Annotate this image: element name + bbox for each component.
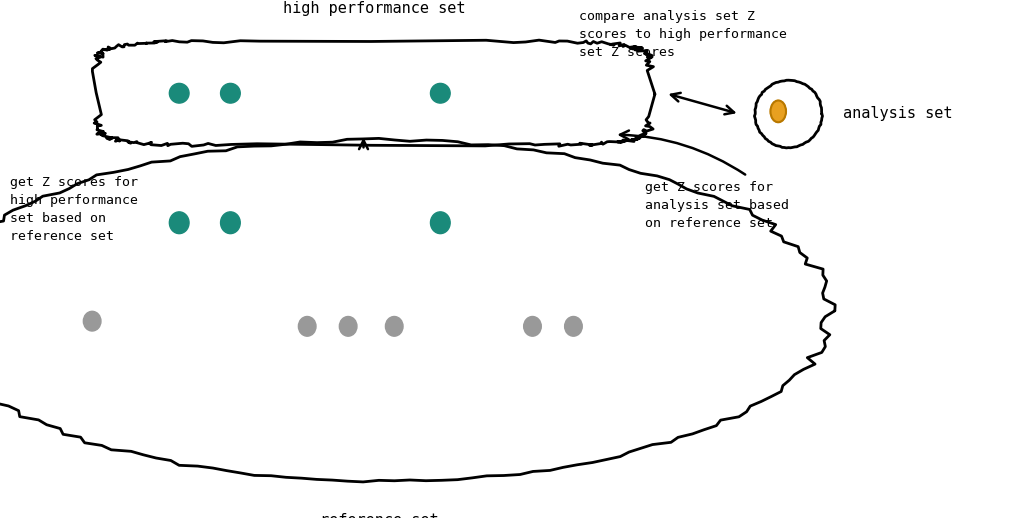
Ellipse shape bbox=[298, 316, 316, 336]
Text: get Z scores for
analysis set based
on reference set: get Z scores for analysis set based on r… bbox=[645, 181, 790, 231]
Ellipse shape bbox=[523, 316, 542, 336]
Ellipse shape bbox=[564, 316, 583, 336]
Text: compare analysis set Z
scores to high performance
set Z scores: compare analysis set Z scores to high pe… bbox=[579, 10, 786, 60]
Text: reference set: reference set bbox=[319, 513, 438, 518]
Ellipse shape bbox=[220, 83, 241, 103]
Ellipse shape bbox=[220, 212, 241, 234]
Ellipse shape bbox=[385, 316, 403, 336]
Text: get Z scores for
high performance
set based on
reference set: get Z scores for high performance set ba… bbox=[10, 176, 138, 243]
Ellipse shape bbox=[430, 212, 451, 234]
Text: high performance set: high performance set bbox=[283, 1, 465, 16]
Ellipse shape bbox=[83, 311, 101, 331]
Ellipse shape bbox=[339, 316, 357, 336]
Ellipse shape bbox=[770, 100, 786, 122]
Text: analysis set: analysis set bbox=[843, 107, 952, 121]
Ellipse shape bbox=[430, 83, 451, 103]
FancyArrowPatch shape bbox=[620, 131, 745, 175]
Ellipse shape bbox=[169, 212, 189, 234]
Ellipse shape bbox=[169, 83, 189, 103]
